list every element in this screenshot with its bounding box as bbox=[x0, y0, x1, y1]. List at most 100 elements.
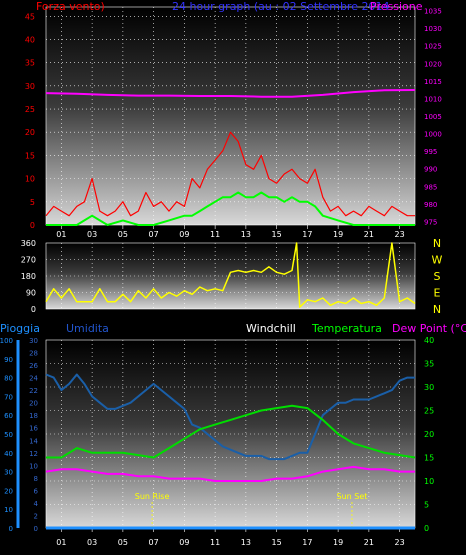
y-tick-label: 360 bbox=[21, 239, 36, 248]
y-tick-label: 30 bbox=[29, 337, 38, 345]
y-axis-ticks: 0 90 180 270 360 bbox=[21, 239, 36, 314]
x-tick-label: 09 bbox=[179, 230, 189, 239]
y-tick-label: 20 bbox=[4, 487, 13, 495]
x-tick-label: 01 bbox=[56, 538, 66, 547]
x-axis-ticks: 01 03 05 07 09 11 13 15 17 19 21 23 bbox=[56, 528, 405, 547]
y-tick-label: 975 bbox=[424, 218, 437, 226]
x-tick-label: 23 bbox=[395, 538, 405, 547]
y-tick-label: 1000 bbox=[424, 131, 442, 139]
series-line-forza-vento bbox=[45, 131, 415, 217]
y-tick-label: 5 bbox=[424, 501, 429, 510]
y-tick-label: 45 bbox=[25, 12, 35, 21]
y-tick-label: 40 bbox=[424, 336, 434, 345]
y-axis-right-ticks: 0 5 10 15 20 25 30 35 40 bbox=[424, 336, 434, 533]
y-tick-label: 60 bbox=[4, 412, 13, 420]
y-tick-label: 5 bbox=[30, 198, 35, 207]
legend-pioggia: Pioggia bbox=[0, 322, 40, 335]
y-tick-label: 10 bbox=[4, 506, 13, 514]
series-line-dew-point bbox=[45, 465, 415, 482]
series-group bbox=[45, 242, 416, 308]
y-tick-label: 90 bbox=[4, 356, 13, 364]
y-tick-label: 15 bbox=[25, 151, 35, 160]
y-tick-label: 20 bbox=[25, 128, 35, 137]
x-tick-label: 01 bbox=[56, 230, 66, 239]
y-axis-pioggia-ticks: 0 10 20 30 40 50 60 70 80 90 100 bbox=[0, 337, 13, 533]
y-axis-right-ticks: 975 980 985 990 995 1000 1005 1010 1015 1020 1025 1… bbox=[424, 8, 442, 227]
y-tick-label: 14 bbox=[29, 437, 38, 445]
x-tick-label: 19 bbox=[333, 538, 343, 547]
y-tick-label: 10 bbox=[424, 477, 434, 486]
x-tick-label: 15 bbox=[272, 538, 282, 547]
gridlines bbox=[46, 7, 415, 225]
y-tick-label: 1025 bbox=[424, 43, 442, 51]
y-tick-label: 30 bbox=[25, 82, 35, 91]
chart-title: 24 hour graph (au : 02 Settembre 2014 bbox=[172, 0, 389, 13]
legend-windchill: Windchill bbox=[246, 322, 296, 335]
x-axis-ticks: 01 03 05 07 09 11 13 15 17 19 21 23 bbox=[56, 225, 405, 239]
y-tick-label: 30 bbox=[424, 383, 434, 392]
x-tick-label: 17 bbox=[302, 230, 312, 239]
compass-label: N bbox=[433, 237, 441, 250]
y-tick-label: 1015 bbox=[424, 78, 442, 86]
compass-label: E bbox=[434, 287, 441, 300]
x-tick-label: 13 bbox=[241, 538, 251, 547]
y-tick-label: 25 bbox=[424, 407, 434, 416]
y-tick-label: 8 bbox=[34, 475, 38, 483]
series-line-raffica bbox=[46, 191, 415, 226]
compass-label: S bbox=[434, 270, 441, 283]
y-tick-label: 270 bbox=[21, 256, 36, 265]
y-tick-label: 1020 bbox=[424, 60, 442, 68]
x-tick-label: 03 bbox=[87, 538, 97, 547]
x-tick-label: 03 bbox=[87, 230, 97, 239]
y-tick-label: 10 bbox=[29, 462, 38, 470]
y-tick-label: 28 bbox=[29, 350, 38, 358]
y-tick-label: 1035 bbox=[424, 8, 442, 16]
plot-area-wind-pressure bbox=[45, 6, 416, 226]
series-group bbox=[45, 373, 416, 530]
series-line-umidita bbox=[45, 373, 415, 461]
y-tick-label: 90 bbox=[26, 289, 36, 298]
sun-annotations: Sun Rise Sun Set bbox=[135, 492, 368, 528]
compass-label: W bbox=[432, 254, 443, 267]
x-tick-label: 21 bbox=[364, 538, 374, 547]
y-tick-label: 4 bbox=[34, 500, 39, 508]
y-tick-label: 12 bbox=[29, 450, 38, 458]
series-line-wind-direction bbox=[45, 242, 416, 308]
x-tick-label: 07 bbox=[149, 538, 159, 547]
y-tick-label: 40 bbox=[25, 35, 35, 44]
y-tick-label: 26 bbox=[29, 362, 38, 370]
y-tick-label: 80 bbox=[4, 375, 13, 383]
y-tick-label: 40 bbox=[4, 450, 13, 458]
series-group bbox=[45, 89, 416, 226]
legend-temperatura: Temperatura bbox=[311, 322, 382, 335]
x-tick-label: 19 bbox=[333, 230, 343, 239]
legend-dewpoint: Dew Point (°C) bbox=[392, 322, 466, 335]
y-tick-label: 6 bbox=[34, 487, 39, 495]
y-tick-label: 50 bbox=[4, 431, 13, 439]
y-axis-left-ticks: 0 5 10 15 20 25 30 35 40 45 bbox=[25, 12, 35, 230]
x-tick-label: 05 bbox=[118, 538, 128, 547]
axis-label-pressure: Pressione bbox=[370, 0, 423, 13]
y-tick-label: 2 bbox=[34, 512, 38, 520]
y-tick-label: 20 bbox=[29, 400, 38, 408]
y-tick-label: 24 bbox=[29, 375, 38, 383]
y-tick-label: 35 bbox=[25, 59, 35, 68]
y-tick-label: 35 bbox=[424, 360, 434, 369]
y-tick-label: 990 bbox=[424, 166, 437, 174]
y-tick-label: 30 bbox=[4, 469, 13, 477]
x-tick-label: 05 bbox=[118, 230, 128, 239]
series-line-temperatura bbox=[46, 404, 416, 459]
sun-marker-label: Sun Rise bbox=[135, 492, 170, 501]
y-tick-label: 995 bbox=[424, 148, 437, 156]
gridlines bbox=[46, 243, 415, 309]
sun-marker-label: Sun Set bbox=[337, 492, 368, 501]
x-tick-label: 11 bbox=[210, 230, 220, 239]
y-tick-label: 70 bbox=[4, 393, 13, 401]
x-tick-label: 21 bbox=[364, 230, 374, 239]
